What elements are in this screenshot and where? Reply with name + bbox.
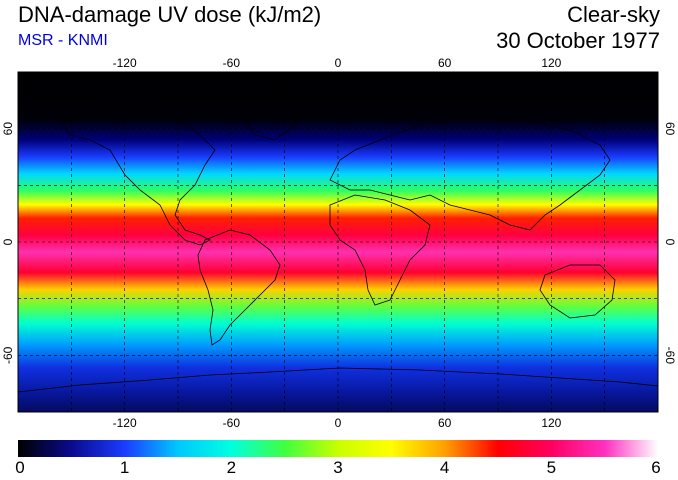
colorbar-tick-label: 2 <box>226 458 237 477</box>
lon-tick-label: -120 <box>113 416 137 430</box>
coastlines <box>18 89 658 393</box>
lon-ticks-top: -120 -60 0 60 120 <box>113 56 562 70</box>
coastline-africa <box>329 194 431 306</box>
lon-tick-label: 0 <box>335 416 342 430</box>
lon-tick-label: 60 <box>438 56 452 70</box>
lon-tick-label: -60 <box>223 416 241 430</box>
date-label: 30 October 1977 <box>496 28 660 53</box>
sky-condition-label: Clear-sky <box>567 2 660 27</box>
map-frame <box>17 71 659 413</box>
lat-tick-label: 0 <box>1 238 15 245</box>
lon-tick-label: -120 <box>113 56 137 70</box>
lat-tick-label: -60 <box>1 346 15 364</box>
source-label: MSR - KNMI <box>18 32 108 49</box>
lon-tick-label: 120 <box>541 56 561 70</box>
colorbar-tick-label: 0 <box>15 458 25 477</box>
coastline-antarctica <box>18 367 658 393</box>
lon-tick-label: -60 <box>223 56 241 70</box>
lat-tick-label: -60 <box>663 347 677 365</box>
lat-tick-label: 0 <box>663 239 677 246</box>
colorbar-tick-label: 4 <box>439 458 450 477</box>
gridlines <box>18 72 658 412</box>
colorbar <box>18 440 658 457</box>
coastline-europe-asia <box>329 117 611 231</box>
coastline-greenland <box>239 89 301 141</box>
colorbar-tick-label: 5 <box>546 458 557 477</box>
coastline-north-america <box>59 104 216 246</box>
lat-ticks-left: 60 0 -60 <box>1 122 15 364</box>
colorbar-tick-label: 6 <box>651 458 661 477</box>
lon-tick-label: 60 <box>438 416 452 430</box>
lat-tick-label: 60 <box>663 122 677 136</box>
map-title: DNA-damage UV dose (kJ/m2) <box>18 2 322 27</box>
colorbar-tick-label: 3 <box>333 458 343 477</box>
lon-ticks-bottom: -120 -60 0 60 120 <box>113 416 562 430</box>
colorbar-tick-label: 1 <box>119 458 130 477</box>
lon-tick-label: 120 <box>541 416 561 430</box>
coastline-south-america <box>197 229 281 346</box>
lon-tick-label: 0 <box>335 56 342 70</box>
lat-tick-label: 60 <box>1 122 15 136</box>
coastline-australia <box>539 264 616 319</box>
lat-ticks-right: 60 0 -60 <box>663 122 677 364</box>
